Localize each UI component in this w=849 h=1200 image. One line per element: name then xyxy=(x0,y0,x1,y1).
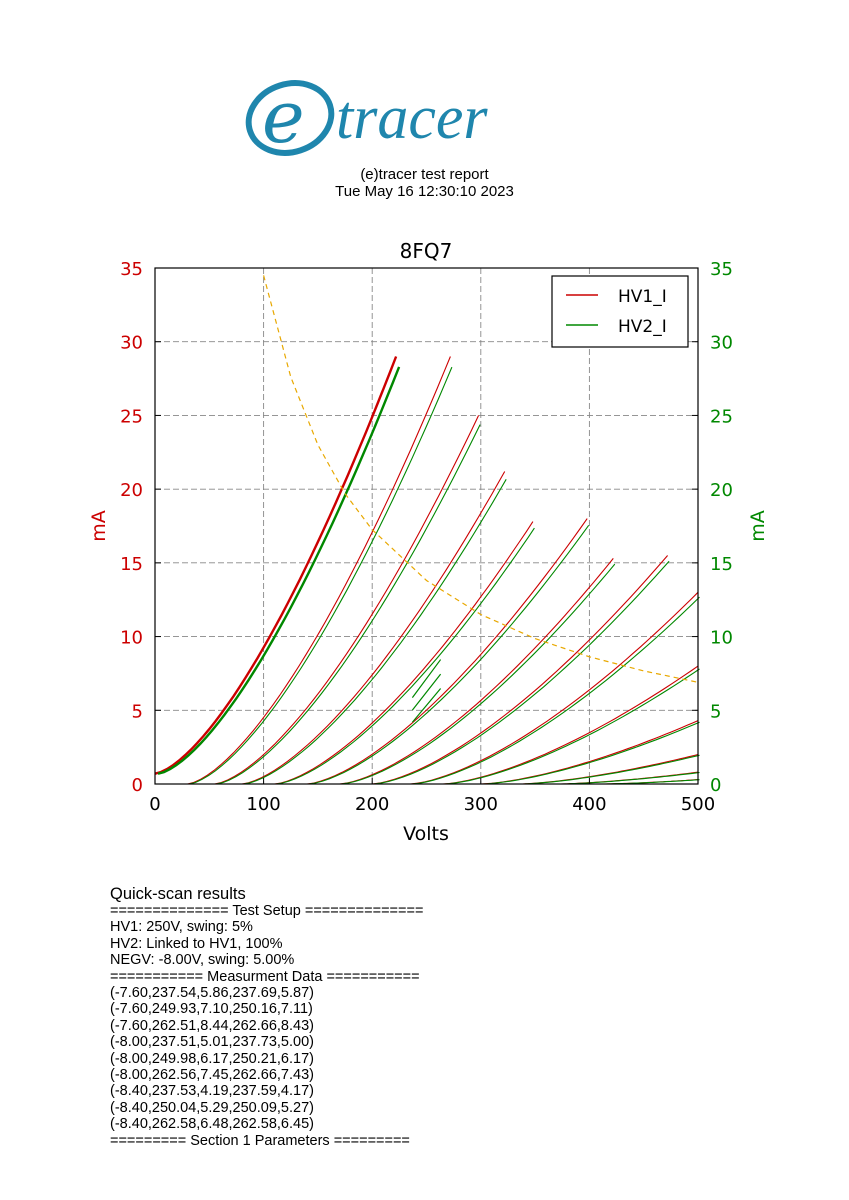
results-line: (-8.40,250.04,5.29,250.09,5.27) xyxy=(110,1099,314,1116)
results-line: (-8.00,249.98,6.17,250.21,6.17) xyxy=(110,1050,314,1067)
results-line: (-8.40,237.53,4.19,237.59,4.17) xyxy=(110,1083,314,1100)
y-tick-label-left: 10 xyxy=(120,628,143,649)
results-line: (-8.00,262.56,7.45,262.66,7.43) xyxy=(110,1067,314,1084)
y-tick-label-left: 30 xyxy=(120,333,143,354)
results-line: ========= Section 1 Parameters ========= xyxy=(110,1132,410,1149)
scan-segments xyxy=(411,659,442,723)
y-tick-label-left: 25 xyxy=(120,406,143,427)
scan-segment xyxy=(411,688,442,723)
svg-text:tracer: tracer xyxy=(336,84,488,152)
quick-scan-results: Quick-scan results ============== Test S… xyxy=(110,885,423,1149)
y-tick-label-left: 5 xyxy=(132,701,143,722)
legend-label-hv2: HV2_I xyxy=(618,317,667,337)
hv1-curve xyxy=(214,415,480,785)
report-title: (e)tracer test report xyxy=(360,166,489,183)
results-line: HV2: Linked to HV1, 100% xyxy=(110,935,283,952)
hv2-curve xyxy=(308,524,590,785)
y-axis-label-right: mA xyxy=(747,510,769,542)
x-tick-label: 400 xyxy=(572,794,606,815)
hv1-curve xyxy=(274,521,534,785)
y-tick-label-right: 5 xyxy=(710,701,721,722)
hv1-curve xyxy=(372,555,669,785)
results-line: ============== Test Setup ============== xyxy=(110,903,424,919)
hv2-curve xyxy=(482,721,700,785)
hv1-curve xyxy=(187,356,451,785)
results-heading: Quick-scan results xyxy=(110,885,246,903)
y-tick-label-right: 15 xyxy=(710,554,733,575)
etracer-logo: e tracer xyxy=(245,75,488,159)
hv1-curve xyxy=(306,518,588,785)
hv1-curve xyxy=(339,558,614,785)
x-axis-label: Volts xyxy=(403,823,449,845)
y-axis-label-left: mA xyxy=(88,510,110,542)
x-tick-label: 200 xyxy=(355,794,389,815)
curve-family xyxy=(154,356,700,785)
hv1-curve xyxy=(241,471,506,785)
hv1-curve xyxy=(442,665,699,785)
results-line: =========== Measurment Data =========== xyxy=(110,968,420,985)
chart-title: 8FQ7 xyxy=(400,239,453,263)
results-line: (-7.60,249.93,7.10,250.16,7.11) xyxy=(110,1001,313,1018)
hv1-curve xyxy=(410,591,699,785)
report-date: Tue May 16 12:30:10 2023 xyxy=(335,183,514,200)
hv1-curve xyxy=(154,356,398,775)
results-line: NEGV: -8.00V, swing: 5.00% xyxy=(110,952,295,969)
results-line: (-8.00,237.51,5.01,237.73,5.00) xyxy=(110,1034,314,1051)
y-tick-label-left: 15 xyxy=(120,554,143,575)
results-line: (-8.40,262.58,6.48,262.58,6.45) xyxy=(110,1116,314,1133)
y-tick-label-right: 0 xyxy=(710,775,721,796)
hv2-curve xyxy=(188,366,453,785)
hv2-curve xyxy=(373,560,670,785)
results-line: HV1: 250V, swing: 5% xyxy=(110,919,253,936)
scan-segment xyxy=(411,659,442,698)
svg-text:e: e xyxy=(262,75,305,159)
hv2-curve xyxy=(275,527,535,785)
hv2-curve xyxy=(157,366,401,775)
y-tick-label-right: 20 xyxy=(710,480,733,501)
legend: HV1_I HV2_I xyxy=(551,275,689,348)
y-tick-label-right: 30 xyxy=(710,333,733,354)
hv2-curve xyxy=(558,771,700,785)
y-tick-label-left: 35 xyxy=(120,259,143,280)
legend-label-hv1: HV1_I xyxy=(618,287,667,307)
x-tick-label: 300 xyxy=(464,794,498,815)
y-tick-label-right: 25 xyxy=(710,406,733,427)
y-tick-label-right: 35 xyxy=(710,259,733,280)
hv2-curve xyxy=(520,754,700,785)
y-tick-label-left: 20 xyxy=(120,480,143,501)
x-tick-label: 500 xyxy=(681,794,715,815)
hv2-curve xyxy=(444,668,700,785)
scan-segment xyxy=(411,673,442,711)
hv2-curve xyxy=(341,563,616,785)
load-line xyxy=(263,275,699,683)
y-tick-label-left: 0 xyxy=(132,775,143,796)
x-tick-label: 100 xyxy=(246,794,280,815)
x-tick-label: 0 xyxy=(149,794,160,815)
results-line: (-7.60,237.54,5.86,237.69,5.87) xyxy=(110,985,314,1002)
results-line: (-7.60,262.51,8.44,262.66,8.43) xyxy=(110,1017,314,1034)
hv1-curve xyxy=(518,753,699,785)
hv2-curve xyxy=(243,479,507,785)
hv2-curve xyxy=(411,596,700,785)
hv2-curve xyxy=(216,424,481,785)
plot-frame xyxy=(154,267,699,785)
y-tick-label-right: 10 xyxy=(710,628,733,649)
